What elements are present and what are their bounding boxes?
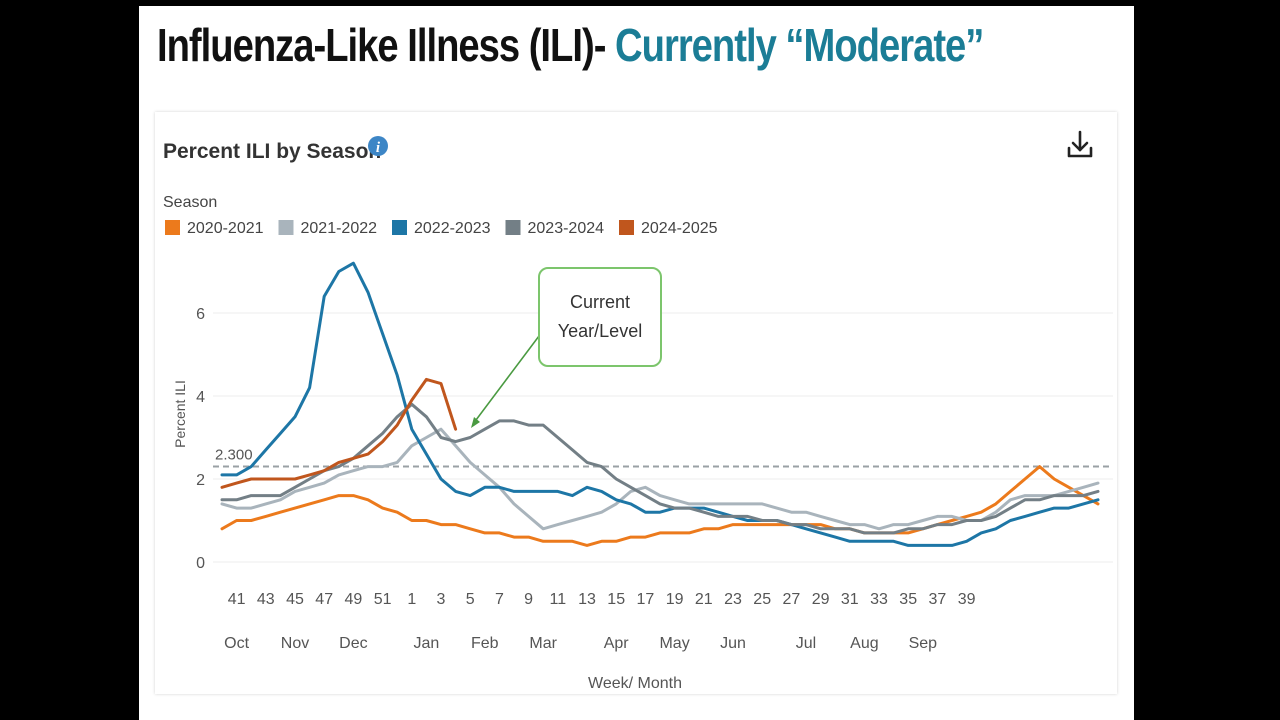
legend: 2020-2021 2021-2022 2022-2023 2023-2024 2024… [165,220,718,237]
x-week-label: 45 [286,591,304,608]
x-week-label: 13 [578,591,596,608]
slide-title-accent: Currently “Moderate” [615,19,984,71]
x-month-label: Jan [414,635,440,652]
current-level-annotation: Current Year/Level [471,267,662,428]
legend-label-2021-2022: 2021-2022 [301,220,378,237]
x-week-labels: 41 43 45 47 49 51 1 3 5 7 9 11 13 15 17 19 21 23 25 27 29 31 3… [228,591,976,608]
x-week-label: 3 [437,591,446,608]
x-week-label: 35 [899,591,917,608]
baseline-label: 2.300 [215,447,253,464]
legend-label-2023-2024: 2023-2024 [528,220,605,237]
x-month-labels: Oct Nov Dec Jan Feb Mar Apr May Jun Jul Aug Sep [224,635,937,652]
y-tick-label: 4 [196,389,205,406]
x-week-label: 5 [466,591,475,608]
x-month-label: Sep [909,635,938,652]
x-month-label: Feb [471,635,499,652]
series-line-2024-2025 [220,377,458,489]
download-icon[interactable] [1067,130,1093,158]
x-week-label: 25 [753,591,771,608]
x-week-label: 15 [607,591,625,608]
legend-swatch-2024-2025 [619,220,634,235]
x-month-label: Jun [720,635,746,652]
x-week-label: 33 [870,591,888,608]
x-week-label: 1 [407,591,416,608]
x-month-label: Apr [604,635,630,652]
x-month-label: Dec [339,635,367,652]
series-line-2020-2021 [220,465,1100,547]
x-week-label: 21 [695,591,713,608]
legend-swatch-2020-2021 [165,220,180,235]
x-month-label: Mar [529,635,557,652]
x-week-label: 37 [929,591,947,608]
x-month-label: Jul [796,635,816,652]
legend-swatch-2022-2023 [392,220,407,235]
x-week-label: 27 [783,591,801,608]
svg-text:i: i [376,140,381,156]
legend-swatch-2021-2022 [278,220,294,235]
x-week-label: 51 [374,591,392,608]
x-week-label: 11 [549,591,566,608]
slide-title-lead: Influenza-Like Illness (ILI)- [157,19,606,71]
y-axis-label: Percent ILI [172,380,188,448]
panel-title: Percent ILI by Season [163,140,381,163]
legend-label-2022-2023: 2022-2023 [414,220,491,237]
x-week-label: 47 [315,591,333,608]
slide: Influenza-Like Illness (ILI)- Currently … [139,6,1134,720]
x-week-label: 17 [637,591,655,608]
x-axis-label: Week/ Month [588,675,682,692]
x-week-label: 29 [812,591,830,608]
x-week-label: 49 [345,591,363,608]
y-tick-labels: 0 2 4 6 [196,306,205,572]
series-lines [220,261,1100,547]
x-week-label: 41 [228,591,246,608]
baseline: 2.300 [213,447,1113,468]
series-line-2021-2022 [220,427,1100,531]
x-week-label: 43 [257,591,275,608]
x-month-label: Oct [224,635,249,652]
legend-title: Season [163,194,217,211]
legend-label-2024-2025: 2024-2025 [641,220,718,237]
x-month-label: May [659,635,689,652]
x-month-label: Nov [281,635,309,652]
series-line-2022-2023 [220,261,1100,547]
legend-swatch-2023-2024 [505,220,521,235]
y-tick-label: 2 [196,472,205,489]
y-tick-label: 0 [196,555,205,572]
legend-label-2020-2021: 2020-2021 [187,220,264,237]
x-week-label: 23 [724,591,742,608]
x-week-label: 19 [666,591,684,608]
info-icon[interactable]: i [368,136,388,156]
slide-title: Influenza-Like Illness (ILI)- Currently … [157,19,984,71]
annotation-line1: Current [570,292,630,312]
x-week-label: 39 [958,591,976,608]
y-tick-label: 6 [196,306,205,323]
x-week-label: 9 [524,591,533,608]
annotation-line2: Year/Level [558,321,642,341]
x-week-label: 7 [495,591,504,608]
x-week-label: 31 [841,591,859,608]
x-month-label: Aug [850,635,878,652]
series-line-2023-2024 [220,402,1100,535]
gridlines [213,312,1113,563]
